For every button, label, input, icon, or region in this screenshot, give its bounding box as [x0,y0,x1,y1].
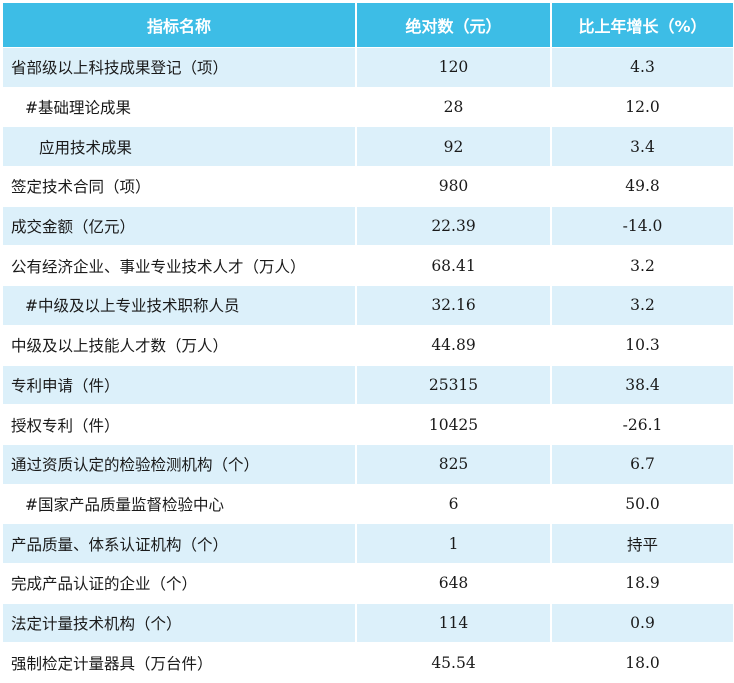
row-growth-rate: 持平 [551,523,733,564]
row-absolute-value: 32.16 [356,285,552,326]
statistics-table: 指标名称 绝对数（元） 比上年增长（%） 省部级以上科技成果登记（项） 120 4.… [3,3,733,682]
row-absolute-value: 28 [356,86,552,127]
row-indicator-name: 中级及以上技能人才数（万人） [3,324,357,365]
row-growth-rate: 3.4 [551,126,733,167]
row-indicator-name: 公有经济企业、事业专业技术人才（万人） [3,245,357,286]
row-absolute-value: 22.39 [356,205,552,246]
table-row: 中级及以上技能人才数（万人） 44.89 10.3 [3,324,733,365]
row-absolute-value: 1 [356,523,552,564]
table-row: #中级及以上专业技术职称人员 32.16 3.2 [3,285,733,326]
row-absolute-value: 25315 [356,364,552,405]
row-absolute-value: 648 [356,562,552,604]
row-indicator-name: 授权专利（件） [3,404,357,445]
table-row: 成交金额（亿元） 22.39 -14.0 [3,205,733,246]
row-absolute-value: 6 [356,483,552,524]
table-header-row: 指标名称 绝对数（元） 比上年增长（%） [3,3,733,48]
table-row: 通过资质认定的检验检测机构（个） 825 6.7 [3,443,733,485]
table-row: 公有经济企业、事业专业技术人才（万人） 68.41 3.2 [3,245,733,286]
table-row: 签定技术合同（项） 980 49.8 [3,166,733,207]
table-row: 省部级以上科技成果登记（项） 120 4.3 [3,47,733,88]
table-row: 专利申请（件） 25315 38.4 [3,364,733,405]
table-row: 应用技术成果 92 3.4 [3,126,733,167]
table-row: 完成产品认证的企业（个） 648 18.9 [3,562,733,604]
row-indicator-name: #国家产品质量监督检验中心 [3,483,357,524]
row-indicator-name: 产品质量、体系认证机构（个） [3,523,357,564]
row-absolute-value: 44.89 [356,324,552,365]
row-growth-rate: 12.0 [551,86,733,127]
header-growth-rate: 比上年增长（%） [551,3,733,48]
row-absolute-value: 10425 [356,404,552,445]
row-indicator-name: 应用技术成果 [3,126,357,167]
table-row: 产品质量、体系认证机构（个） 1 持平 [3,523,733,564]
row-absolute-value: 68.41 [356,245,552,286]
row-growth-rate: 49.8 [551,166,733,207]
table-row: #国家产品质量监督检验中心 6 50.0 [3,483,733,524]
table-row: 法定计量技术机构（个） 114 0.9 [3,602,733,643]
row-absolute-value: 114 [356,602,552,643]
row-growth-rate: 4.3 [551,47,733,88]
table-row: 授权专利（件） 10425 -26.1 [3,404,733,445]
header-absolute-value: 绝对数（元） [356,3,552,48]
row-growth-rate: 10.3 [551,324,733,365]
row-growth-rate: 6.7 [551,443,733,485]
row-indicator-name: 强制检定计量器具（万台件） [3,642,357,682]
row-indicator-name: 完成产品认证的企业（个） [3,562,357,604]
row-growth-rate: 3.2 [551,285,733,326]
row-growth-rate: 50.0 [551,483,733,524]
row-growth-rate: 18.9 [551,562,733,604]
row-indicator-name: 省部级以上科技成果登记（项） [3,47,357,88]
row-growth-rate: -26.1 [551,404,733,445]
table-row: #基础理论成果 28 12.0 [3,86,733,127]
row-absolute-value: 980 [356,166,552,207]
header-indicator-name: 指标名称 [3,3,357,48]
row-growth-rate: -14.0 [551,205,733,246]
row-indicator-name: 法定计量技术机构（个） [3,602,357,643]
row-growth-rate: 38.4 [551,364,733,405]
row-indicator-name: #中级及以上专业技术职称人员 [3,285,357,326]
row-growth-rate: 3.2 [551,245,733,286]
row-indicator-name: 成交金额（亿元） [3,205,357,246]
row-absolute-value: 120 [356,47,552,88]
row-absolute-value: 92 [356,126,552,167]
row-indicator-name: 通过资质认定的检验检测机构（个） [3,443,357,485]
row-indicator-name: 专利申请（件） [3,364,357,405]
row-absolute-value: 825 [356,443,552,485]
row-growth-rate: 0.9 [551,602,733,643]
row-growth-rate: 18.0 [551,642,733,682]
row-absolute-value: 45.54 [356,642,552,682]
table-row: 强制检定计量器具（万台件） 45.54 18.0 [3,642,733,682]
row-indicator-name: 签定技术合同（项） [3,166,357,207]
row-indicator-name: #基础理论成果 [3,86,357,127]
